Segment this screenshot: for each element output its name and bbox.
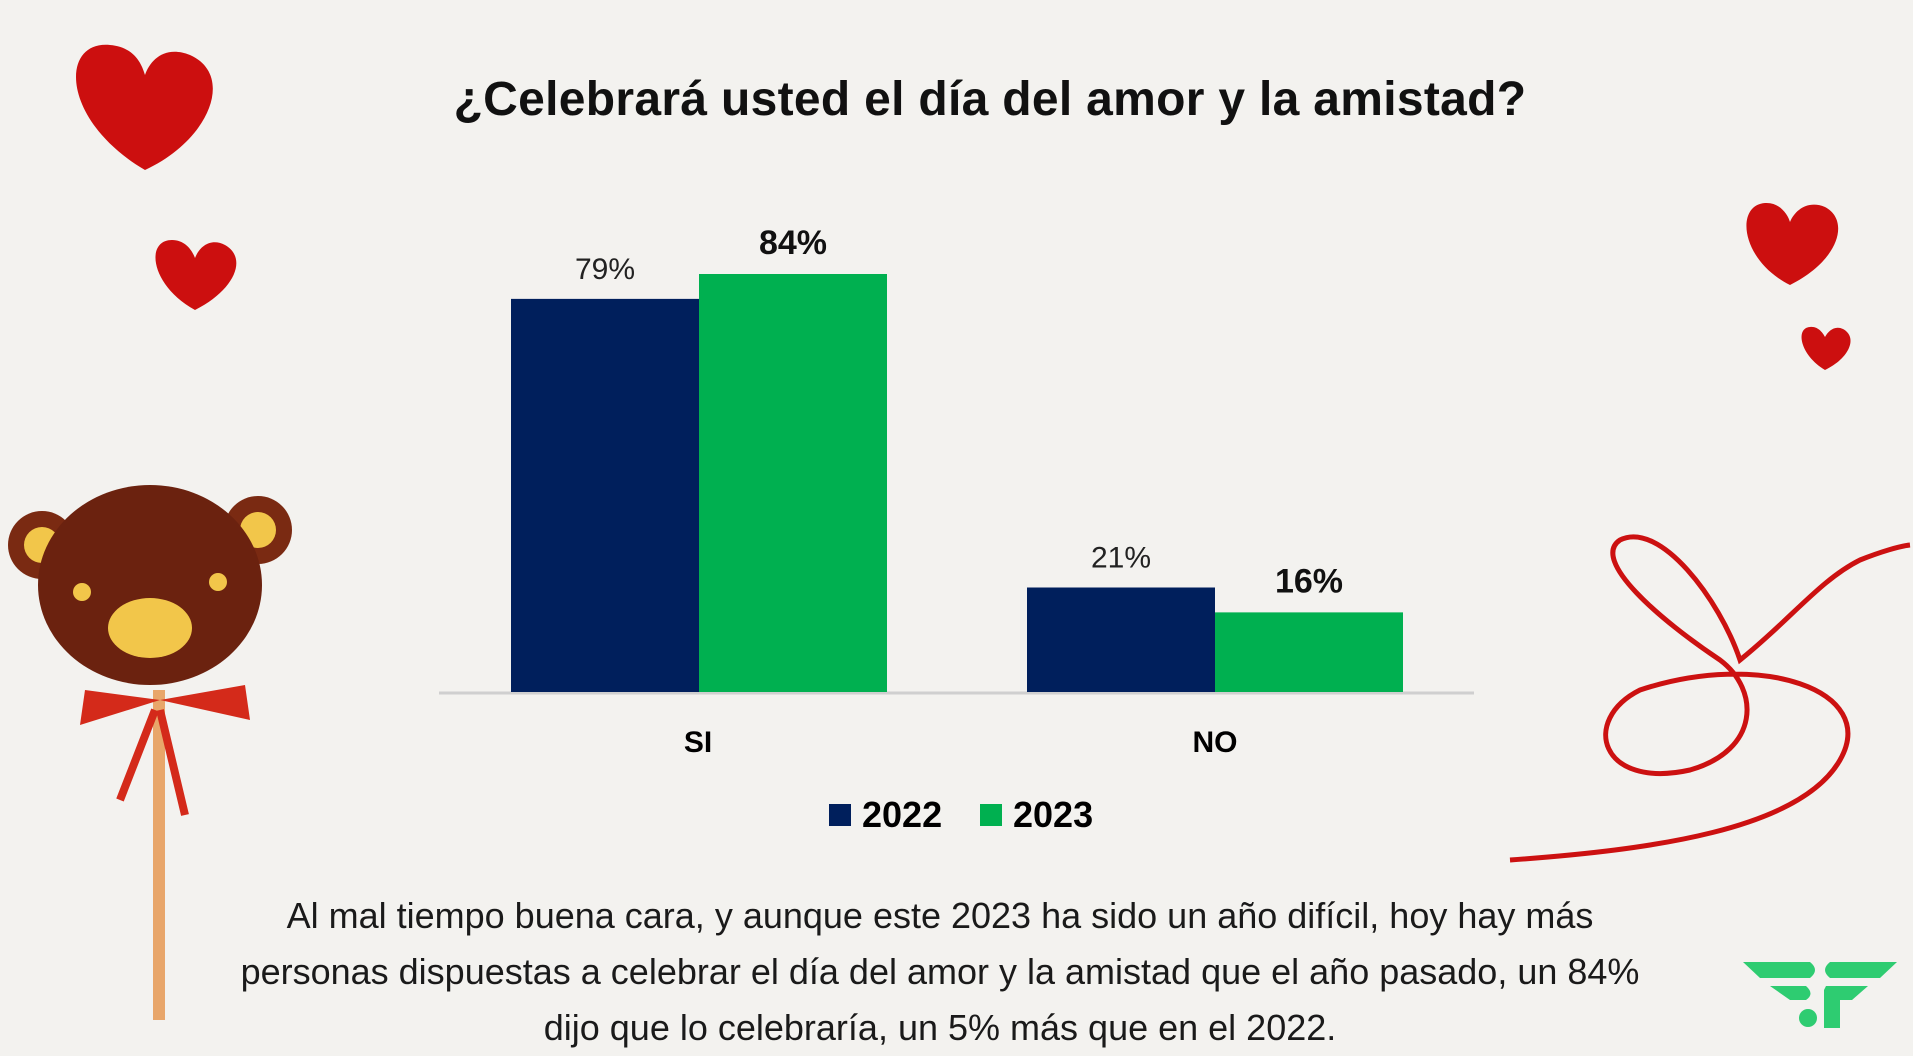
bar-si-2022	[511, 298, 699, 692]
legend-label-2022: 2022	[862, 794, 942, 835]
x-tick-label-no: NO	[1193, 726, 1238, 759]
legend-swatch-2022	[829, 804, 851, 826]
teddy-bear-lollipop	[8, 485, 292, 1020]
chart-title: ¿Celebrará usted el día del amor y la am…	[453, 73, 1527, 126]
data-label-no-2022: 21%	[1091, 542, 1151, 575]
bar-no-2023	[1215, 612, 1403, 692]
legend: 2022 2023	[829, 794, 1093, 835]
heart-icon	[1746, 202, 1839, 285]
bar-si-2023	[699, 274, 887, 692]
data-label-si-2023: 84%	[759, 224, 827, 262]
heart-icon	[76, 44, 213, 170]
x-tick-label-si: SI	[684, 726, 712, 759]
legend-label-2023: 2023	[1013, 794, 1093, 835]
heart-icon	[155, 240, 237, 310]
brand-logo	[1743, 962, 1897, 1028]
heart-icon	[1801, 326, 1851, 370]
bar-no-2022	[1027, 587, 1215, 692]
summary-text: Al mal tiempo buena cara, y aunque este …	[240, 895, 1640, 1048]
legend-swatch-2023	[980, 804, 1002, 826]
data-label-si-2022: 79%	[575, 253, 635, 286]
red-ribbon	[1509, 534, 1911, 863]
data-label-no-2023: 16%	[1275, 562, 1343, 600]
